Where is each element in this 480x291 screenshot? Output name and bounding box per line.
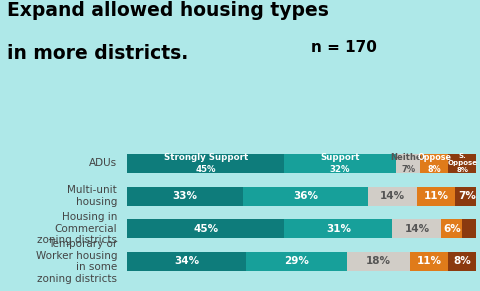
Text: 7%: 7% (457, 191, 475, 201)
Text: 8%: 8% (453, 256, 470, 266)
Bar (461, 219, 475, 238)
Bar (347, 252, 409, 271)
Bar (242, 187, 367, 205)
Text: Neither
7%: Neither 7% (389, 153, 425, 173)
Bar (447, 154, 475, 173)
Text: 14%: 14% (404, 224, 429, 234)
Bar (246, 252, 347, 271)
Bar (367, 187, 416, 205)
Bar (420, 154, 447, 173)
Text: Expand allowed housing types: Expand allowed housing types (7, 1, 328, 20)
Text: 14%: 14% (379, 191, 404, 201)
Bar (416, 187, 454, 205)
Text: 6%: 6% (442, 224, 460, 234)
Text: Strongly Support
45%: Strongly Support 45% (164, 153, 248, 173)
Text: n = 170: n = 170 (311, 40, 376, 55)
Text: Support
32%: Support 32% (320, 153, 359, 173)
Bar (127, 154, 284, 173)
Text: 33%: 33% (172, 191, 197, 201)
Bar (392, 219, 440, 238)
Text: 11%: 11% (423, 191, 448, 201)
Text: Oppose
8%: Oppose 8% (417, 153, 450, 173)
Bar (395, 154, 420, 173)
Bar (440, 219, 461, 238)
Bar (409, 252, 447, 271)
Text: S.
Oppose
8%: S. Oppose 8% (446, 153, 476, 173)
Bar (127, 219, 284, 238)
Bar (447, 252, 475, 271)
Text: 18%: 18% (365, 256, 390, 266)
Bar (284, 154, 395, 173)
Text: 34%: 34% (174, 256, 199, 266)
Text: 45%: 45% (193, 224, 218, 234)
Bar (454, 187, 479, 205)
Text: 31%: 31% (325, 224, 350, 234)
Text: 11%: 11% (416, 256, 441, 266)
Bar (127, 187, 242, 205)
Bar (127, 252, 246, 271)
Text: 29%: 29% (284, 256, 308, 266)
Text: in more districts.: in more districts. (7, 44, 188, 63)
Bar (284, 219, 392, 238)
Text: 36%: 36% (292, 191, 317, 201)
